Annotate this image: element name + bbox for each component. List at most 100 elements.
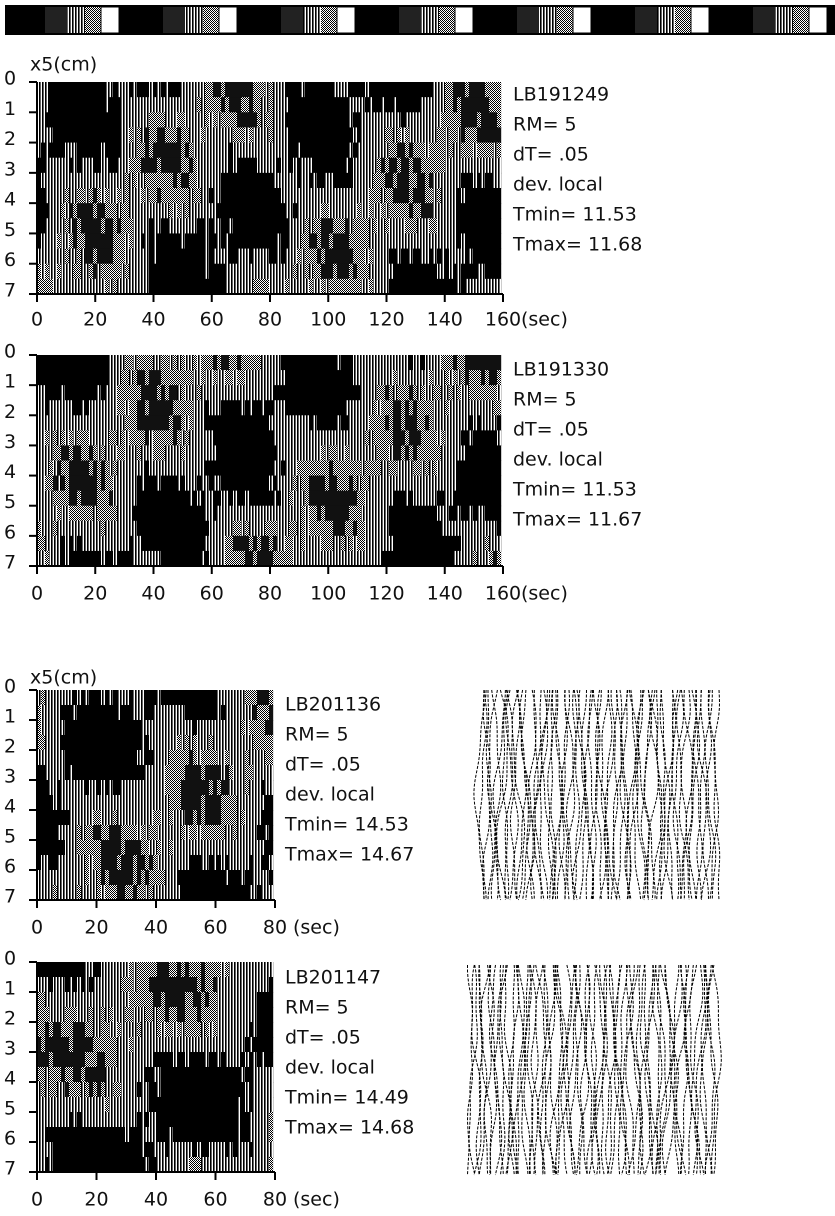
texture-cell bbox=[333, 249, 337, 265]
texture-cell bbox=[177, 1142, 181, 1158]
texture-cell bbox=[429, 173, 433, 189]
texture-cell bbox=[249, 461, 253, 477]
texture-cell bbox=[489, 82, 493, 98]
texture-cell bbox=[73, 795, 77, 811]
texture-cell bbox=[77, 870, 81, 886]
texture-cell bbox=[409, 430, 413, 446]
texture-cell bbox=[117, 249, 121, 265]
texture-cell bbox=[93, 158, 97, 174]
texture-cell bbox=[325, 158, 329, 174]
texture-cell bbox=[121, 992, 125, 1008]
texture-cell bbox=[161, 491, 165, 507]
texture-cell bbox=[453, 143, 457, 159]
texture-cell bbox=[157, 143, 161, 159]
texture-cell bbox=[185, 1097, 189, 1113]
texture-cell bbox=[337, 521, 341, 537]
texture-cell bbox=[317, 127, 321, 143]
texture-cell bbox=[349, 97, 353, 113]
texture-cell bbox=[329, 445, 333, 461]
texture-cell bbox=[125, 218, 129, 234]
texture-cell bbox=[257, 551, 261, 567]
texture-cell bbox=[465, 82, 469, 98]
texture-cell bbox=[109, 1097, 113, 1113]
texture-cell bbox=[65, 127, 69, 143]
texture-cell bbox=[137, 461, 141, 477]
texture-cell bbox=[217, 461, 221, 477]
texture-cell bbox=[169, 143, 173, 159]
texture-cell bbox=[213, 750, 217, 766]
texture-cell bbox=[73, 840, 77, 856]
texture-cell bbox=[425, 203, 429, 219]
texture-cell bbox=[249, 385, 253, 401]
texture-cell bbox=[173, 735, 177, 751]
texture-cell bbox=[489, 249, 493, 265]
texture-cell bbox=[141, 127, 145, 143]
texture-cell bbox=[65, 1067, 69, 1083]
texture-cell bbox=[449, 173, 453, 189]
texture-cell bbox=[65, 735, 69, 751]
texture-cell bbox=[69, 127, 73, 143]
texture-cell bbox=[305, 233, 309, 249]
texture-cell bbox=[53, 264, 57, 280]
texture-cell bbox=[457, 188, 461, 204]
texture-cell bbox=[149, 233, 153, 249]
texture-cell bbox=[89, 825, 93, 841]
texture-cell bbox=[97, 506, 101, 522]
texture-cell bbox=[49, 1112, 53, 1128]
texture-cell bbox=[349, 143, 353, 159]
texture-cell bbox=[153, 400, 157, 416]
texture-cell bbox=[85, 705, 89, 721]
texture-cell bbox=[341, 370, 345, 386]
texture-cell bbox=[465, 173, 469, 189]
texture-cell bbox=[97, 1142, 101, 1158]
texture-cell bbox=[133, 735, 137, 751]
texture-cell bbox=[69, 264, 73, 280]
texture-cell bbox=[225, 264, 229, 280]
texture-cell bbox=[197, 506, 201, 522]
texture-cell bbox=[193, 855, 197, 871]
texture-cell bbox=[201, 720, 205, 736]
texture-cell bbox=[241, 536, 245, 552]
texture-cell bbox=[49, 461, 53, 477]
texture-cell bbox=[377, 249, 381, 265]
texture-cell bbox=[281, 370, 285, 386]
texture-cell bbox=[181, 1082, 185, 1098]
texture-cell bbox=[117, 1022, 121, 1038]
texture-cell bbox=[137, 491, 141, 507]
texture-cell bbox=[153, 218, 157, 234]
texture-cell bbox=[45, 158, 49, 174]
texture-cell bbox=[385, 445, 389, 461]
texture-cell bbox=[409, 112, 413, 128]
texture-cell bbox=[113, 735, 117, 751]
texture-cell bbox=[53, 415, 57, 431]
texture-cell bbox=[193, 279, 197, 295]
texture-cell bbox=[377, 370, 381, 386]
texture-cell bbox=[133, 430, 137, 446]
texture-cell bbox=[469, 143, 473, 159]
texture-cell bbox=[113, 97, 117, 113]
texture-cell bbox=[197, 1082, 201, 1098]
texture-cell bbox=[257, 750, 261, 766]
texture-cell bbox=[77, 750, 81, 766]
texture-cell bbox=[189, 400, 193, 416]
texture-cell bbox=[401, 476, 405, 492]
texture-cell bbox=[149, 461, 153, 477]
texture-cell bbox=[161, 82, 165, 98]
texture-cell bbox=[173, 705, 177, 721]
texture-cell bbox=[433, 355, 437, 371]
texture-cell bbox=[77, 780, 81, 796]
texture-cell bbox=[453, 279, 457, 295]
texture-cell bbox=[397, 370, 401, 386]
texture-cell bbox=[205, 1037, 209, 1053]
texture-cell bbox=[217, 962, 221, 978]
texture-cell bbox=[69, 203, 73, 219]
texture-cell bbox=[53, 795, 57, 811]
texture-cell bbox=[113, 173, 117, 189]
texture-cell bbox=[181, 1097, 185, 1113]
texture-cell bbox=[389, 445, 393, 461]
texture-cell bbox=[121, 158, 125, 174]
texture-cell bbox=[393, 385, 397, 401]
texture-cell bbox=[313, 127, 317, 143]
texture-cell bbox=[61, 1127, 65, 1143]
